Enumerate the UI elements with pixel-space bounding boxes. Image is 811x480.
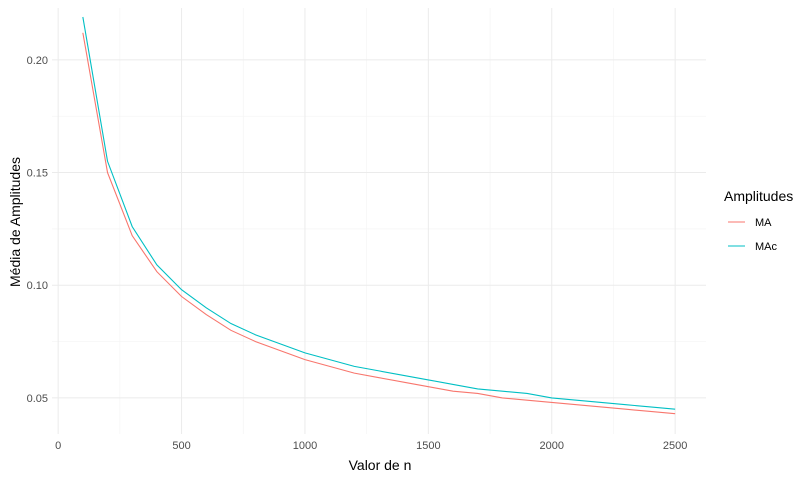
series-lines xyxy=(82,16,676,415)
y-axis-title: Média de Amplitudes xyxy=(7,157,23,287)
legend: Amplitudes MA MAc xyxy=(724,188,793,253)
series-line-ma xyxy=(82,32,676,415)
legend-title: Amplitudes xyxy=(724,188,793,204)
x-axis-ticks: 0 500 1000 1500 2000 2500 xyxy=(55,440,687,452)
y-tick-label: 0.10 xyxy=(27,280,48,292)
legend-label-ma: MA xyxy=(755,217,772,229)
x-tick-label: 0 xyxy=(55,440,61,452)
x-tick-label: 500 xyxy=(172,440,190,452)
major-gridlines xyxy=(52,8,706,434)
x-tick-label: 2500 xyxy=(663,440,687,452)
x-tick-label: 2000 xyxy=(540,440,564,452)
minor-gridlines xyxy=(52,8,706,434)
legend-label-mac: MAc xyxy=(755,241,778,253)
x-axis-title: Valor de n xyxy=(349,457,412,473)
y-tick-label: 0.15 xyxy=(27,168,48,180)
x-tick-label: 1000 xyxy=(293,440,317,452)
series-line-mac xyxy=(82,16,676,410)
y-tick-label: 0.20 xyxy=(27,55,48,67)
y-axis-ticks: 0.05 0.10 0.15 0.20 xyxy=(27,55,48,405)
x-tick-label: 1500 xyxy=(416,440,440,452)
y-tick-label: 0.05 xyxy=(27,393,48,405)
